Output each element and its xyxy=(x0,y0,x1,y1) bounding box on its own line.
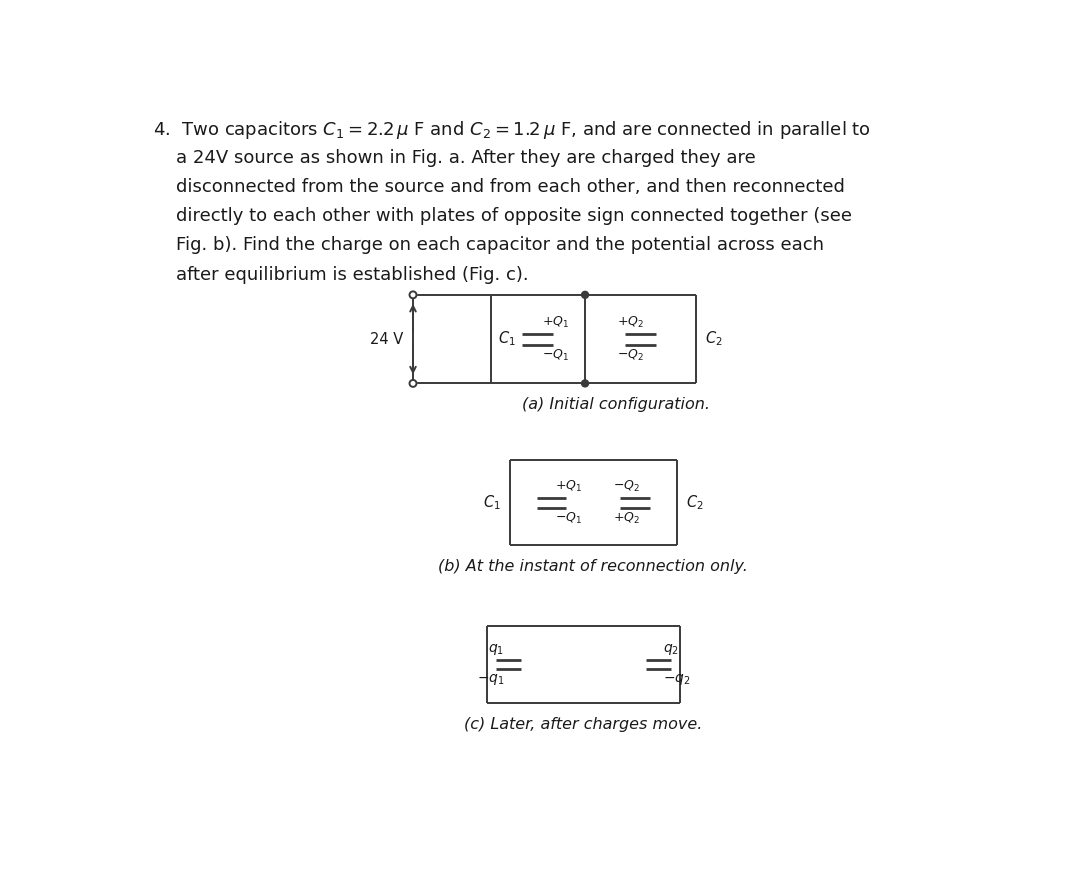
Text: $+Q_1$: $+Q_1$ xyxy=(554,479,582,495)
Text: $C_2$: $C_2$ xyxy=(705,330,723,349)
Text: 4.  Two capacitors $C_1 = 2.2\,\mu$ F and $C_2 = 1.2\,\mu$ F, and are connected : 4. Two capacitors $C_1 = 2.2\,\mu$ F and… xyxy=(153,119,872,142)
Text: disconnected from the source and from each other, and then reconnected: disconnected from the source and from ea… xyxy=(153,178,845,196)
Text: directly to each other with plates of opposite sign connected together (see: directly to each other with plates of op… xyxy=(153,207,852,225)
Text: $C_2$: $C_2$ xyxy=(686,494,703,512)
Circle shape xyxy=(582,291,589,298)
Text: $q_1$: $q_1$ xyxy=(489,642,505,657)
Text: $-q_2$: $-q_2$ xyxy=(662,672,690,687)
Circle shape xyxy=(410,291,417,298)
Text: (a) Initial configuration.: (a) Initial configuration. xyxy=(522,397,711,412)
Text: $-q_1$: $-q_1$ xyxy=(477,672,505,687)
Text: (b) At the instant of reconnection only.: (b) At the instant of reconnection only. xyxy=(438,559,748,574)
Text: a 24V source as shown in Fig. a. After they are charged they are: a 24V source as shown in Fig. a. After t… xyxy=(153,149,756,166)
Text: $q_2$: $q_2$ xyxy=(662,642,679,657)
Text: $-Q_1$: $-Q_1$ xyxy=(554,512,582,527)
Text: after equilibrium is established (Fig. c).: after equilibrium is established (Fig. c… xyxy=(153,266,528,283)
Text: $-Q_1$: $-Q_1$ xyxy=(541,349,569,364)
Text: Fig. b). Find the charge on each capacitor and the potential across each: Fig. b). Find the charge on each capacit… xyxy=(153,236,824,254)
Text: $+Q_1$: $+Q_1$ xyxy=(541,315,569,330)
Text: $+Q_2$: $+Q_2$ xyxy=(617,315,644,330)
Text: $C_1$: $C_1$ xyxy=(498,330,516,349)
Circle shape xyxy=(410,380,417,387)
Text: $-Q_2$: $-Q_2$ xyxy=(613,479,640,495)
Text: $C_1$: $C_1$ xyxy=(482,494,501,512)
Text: $-Q_2$: $-Q_2$ xyxy=(617,349,644,364)
Circle shape xyxy=(582,380,589,387)
Text: (c) Later, after charges move.: (c) Later, after charges move. xyxy=(464,717,702,732)
Text: $+Q_2$: $+Q_2$ xyxy=(613,512,640,527)
Text: 24 V: 24 V xyxy=(371,332,404,347)
